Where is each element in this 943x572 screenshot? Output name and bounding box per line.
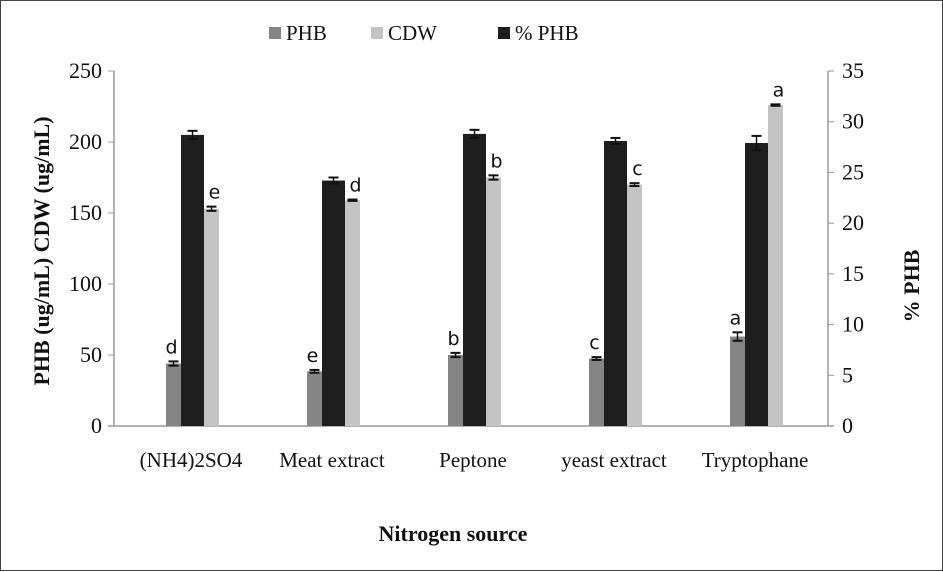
category-label: Tryptophane <box>702 448 809 472</box>
legend-swatch <box>498 27 510 39</box>
category-label: Meat extract <box>279 448 385 472</box>
y2-axis-title: % PHB <box>899 249 924 322</box>
legend-swatch <box>371 27 383 39</box>
bar-cdw <box>204 208 219 426</box>
category-label: Peptone <box>439 448 507 472</box>
right-tick-label: 35 <box>842 58 864 83</box>
bar-phb <box>589 358 604 426</box>
bar-cdw <box>345 200 360 426</box>
bar-phb <box>307 371 322 426</box>
legend-label: PHB <box>286 21 327 45</box>
x-axis-title: Nitrogen source <box>379 521 528 546</box>
right-tick-label: 0 <box>842 413 853 438</box>
bar-phb <box>448 355 463 426</box>
right-tick-label: 5 <box>842 362 853 387</box>
left-tick-label: 150 <box>69 200 102 225</box>
left-tick-label: 250 <box>69 58 102 83</box>
bar-cdw <box>486 177 501 426</box>
significance-letter: a <box>730 307 742 329</box>
significance-letter: e <box>209 182 221 204</box>
left-tick-label: 100 <box>69 271 102 296</box>
bar-phb <box>166 363 181 426</box>
y-axis-title: PHB (ug/mL) CDW (ug/mL) <box>29 116 54 385</box>
significance-letter: e <box>307 345 319 367</box>
left-tick-label: 50 <box>80 342 102 367</box>
bar-phb <box>181 134 204 426</box>
significance-letter: d <box>165 336 177 358</box>
right-tick-label: 25 <box>842 159 864 184</box>
bar-phb <box>463 133 486 426</box>
significance-letter: c <box>589 332 599 354</box>
bar-cdw <box>768 105 783 426</box>
significance-letter: c <box>632 158 642 180</box>
legend-label: % PHB <box>515 21 579 45</box>
right-tick-label: 15 <box>842 261 864 286</box>
left-tick-label: 200 <box>69 129 102 154</box>
legend-label: CDW <box>388 21 437 45</box>
significance-letter: b <box>490 150 502 172</box>
right-tick-label: 10 <box>842 312 864 337</box>
category-label: (NH4)2SO4 <box>140 448 243 472</box>
category-label: yeast extract <box>561 448 667 472</box>
bar-cdw <box>627 184 642 426</box>
significance-letter: a <box>773 79 785 101</box>
legend-swatch <box>269 27 281 39</box>
right-tick-label: 20 <box>842 210 864 235</box>
significance-letter: d <box>349 175 361 197</box>
bar-phb <box>745 143 768 426</box>
right-tick-label: 30 <box>842 109 864 134</box>
left-tick-label: 0 <box>91 413 102 438</box>
bar-phb <box>604 140 627 426</box>
bar-phb <box>730 336 745 426</box>
bar-phb <box>322 180 345 426</box>
significance-letter: b <box>447 328 459 350</box>
